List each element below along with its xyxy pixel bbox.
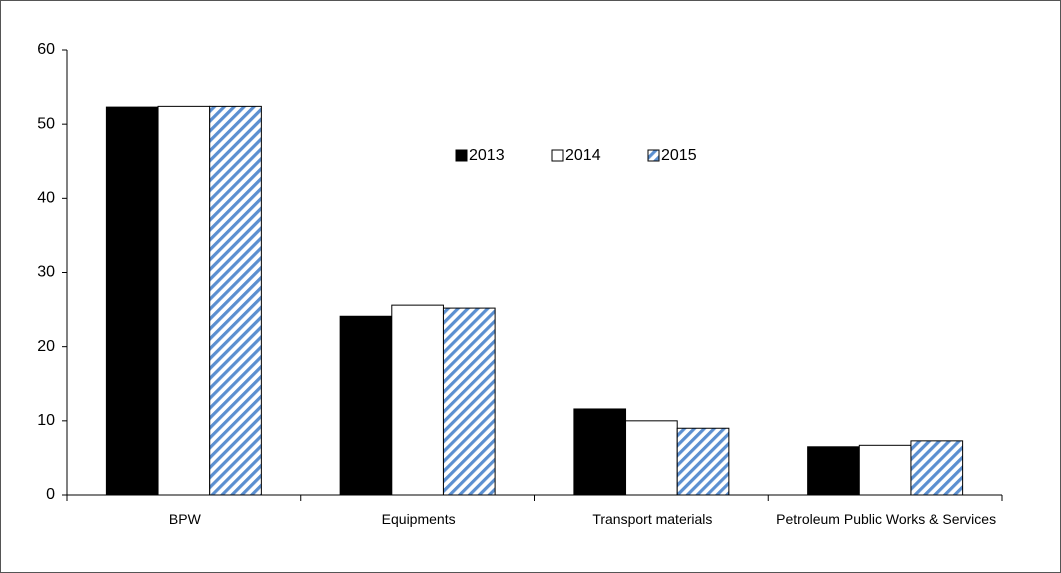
legend-label: 2014 [565,147,601,164]
x-tick-label: BPW [168,511,201,527]
legend-label: 2015 [661,147,697,164]
bar [157,105,211,496]
x-tick-label: Transport materials [592,511,713,527]
bar [807,446,860,496]
x-tick-label: Equipments [381,511,456,527]
bar [209,105,262,496]
y-tick-label: 0 [46,486,55,503]
y-tick-label: 50 [37,115,55,132]
bar [858,444,912,496]
x-tick-label: Petroleum Public Works & Services [776,511,997,527]
y-tick-label: 10 [37,412,55,429]
bar [910,440,964,496]
legend-label: 2013 [469,147,505,164]
bar [625,420,678,496]
y-tick-label: 20 [37,338,55,355]
y-tick-label: 30 [37,264,55,281]
y-tick-label: 60 [37,41,55,58]
y-tick-label: 40 [37,190,55,207]
bar [391,304,444,496]
legend-swatch [647,149,660,162]
legend-swatch [455,149,468,162]
bar [105,106,159,496]
bar [339,315,393,496]
bar [676,427,730,496]
bar [573,408,627,496]
bar [442,307,496,496]
legend-swatch [551,149,564,162]
